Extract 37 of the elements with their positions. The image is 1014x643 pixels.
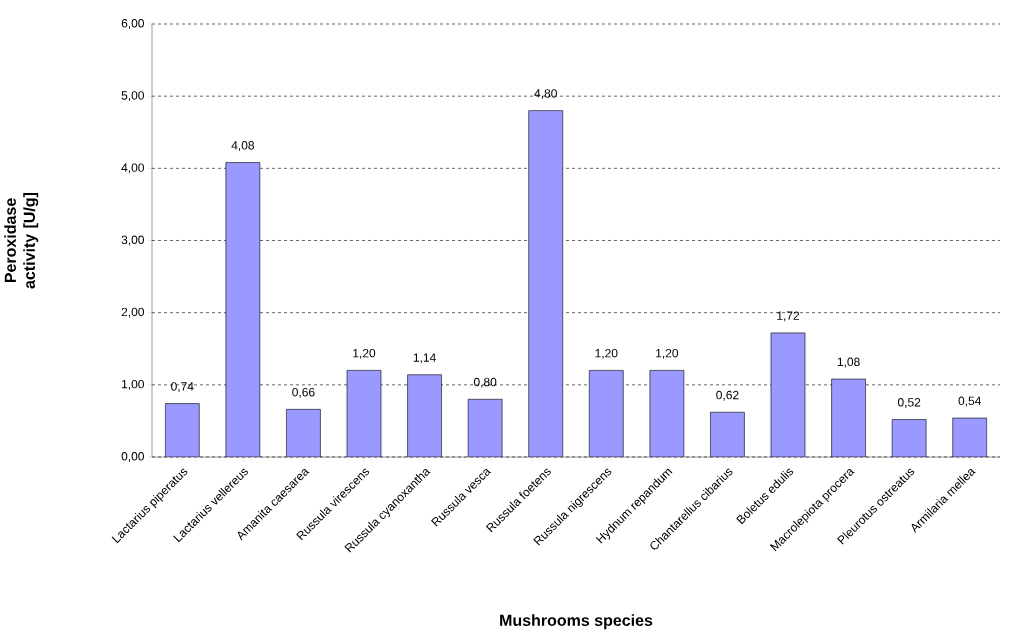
bar: [831, 379, 866, 457]
y-tick-label: 3,00: [121, 235, 145, 246]
bar: [347, 370, 381, 457]
bar: [468, 399, 503, 457]
data-label: 0,80: [473, 377, 497, 388]
data-label: 1,20: [595, 348, 618, 359]
data-label: 1,14: [413, 353, 436, 364]
bar: [407, 374, 442, 457]
data-label: 1,08: [837, 357, 860, 368]
data-label: 0,54: [958, 396, 982, 407]
y-tick-label: 4,00: [121, 163, 145, 174]
data-label: 4,80: [534, 89, 557, 100]
bar: [892, 419, 927, 457]
bar: [771, 332, 806, 457]
bar: [528, 110, 563, 457]
bar: [589, 370, 624, 457]
bar: [649, 370, 684, 457]
data-label: 0,66: [292, 387, 315, 398]
data-label: 4,08: [231, 141, 255, 152]
y-axis-title: Peroxidase activity [U/g]: [4, 192, 39, 289]
y-tick-label: 2,00: [121, 307, 145, 318]
data-label: 1,20: [353, 348, 376, 359]
y-tick-label: 1,00: [122, 379, 145, 390]
y-tick-label: 6,00: [121, 19, 145, 29]
data-label: 0,62: [716, 390, 739, 401]
data-label: 0,74: [171, 382, 194, 393]
x-axis-title: Mushrooms species: [500, 614, 653, 630]
bar: [225, 162, 260, 457]
y-tick-label: 0,00: [121, 452, 145, 462]
bar: [710, 412, 745, 457]
data-label: 1,20: [656, 348, 679, 359]
bar: [165, 403, 200, 457]
bar: [286, 409, 321, 457]
data-label: 0,52: [897, 398, 921, 408]
y-tick-label: 5,00: [121, 91, 145, 102]
bar: [952, 417, 988, 457]
data-label: 1,72: [777, 311, 800, 322]
